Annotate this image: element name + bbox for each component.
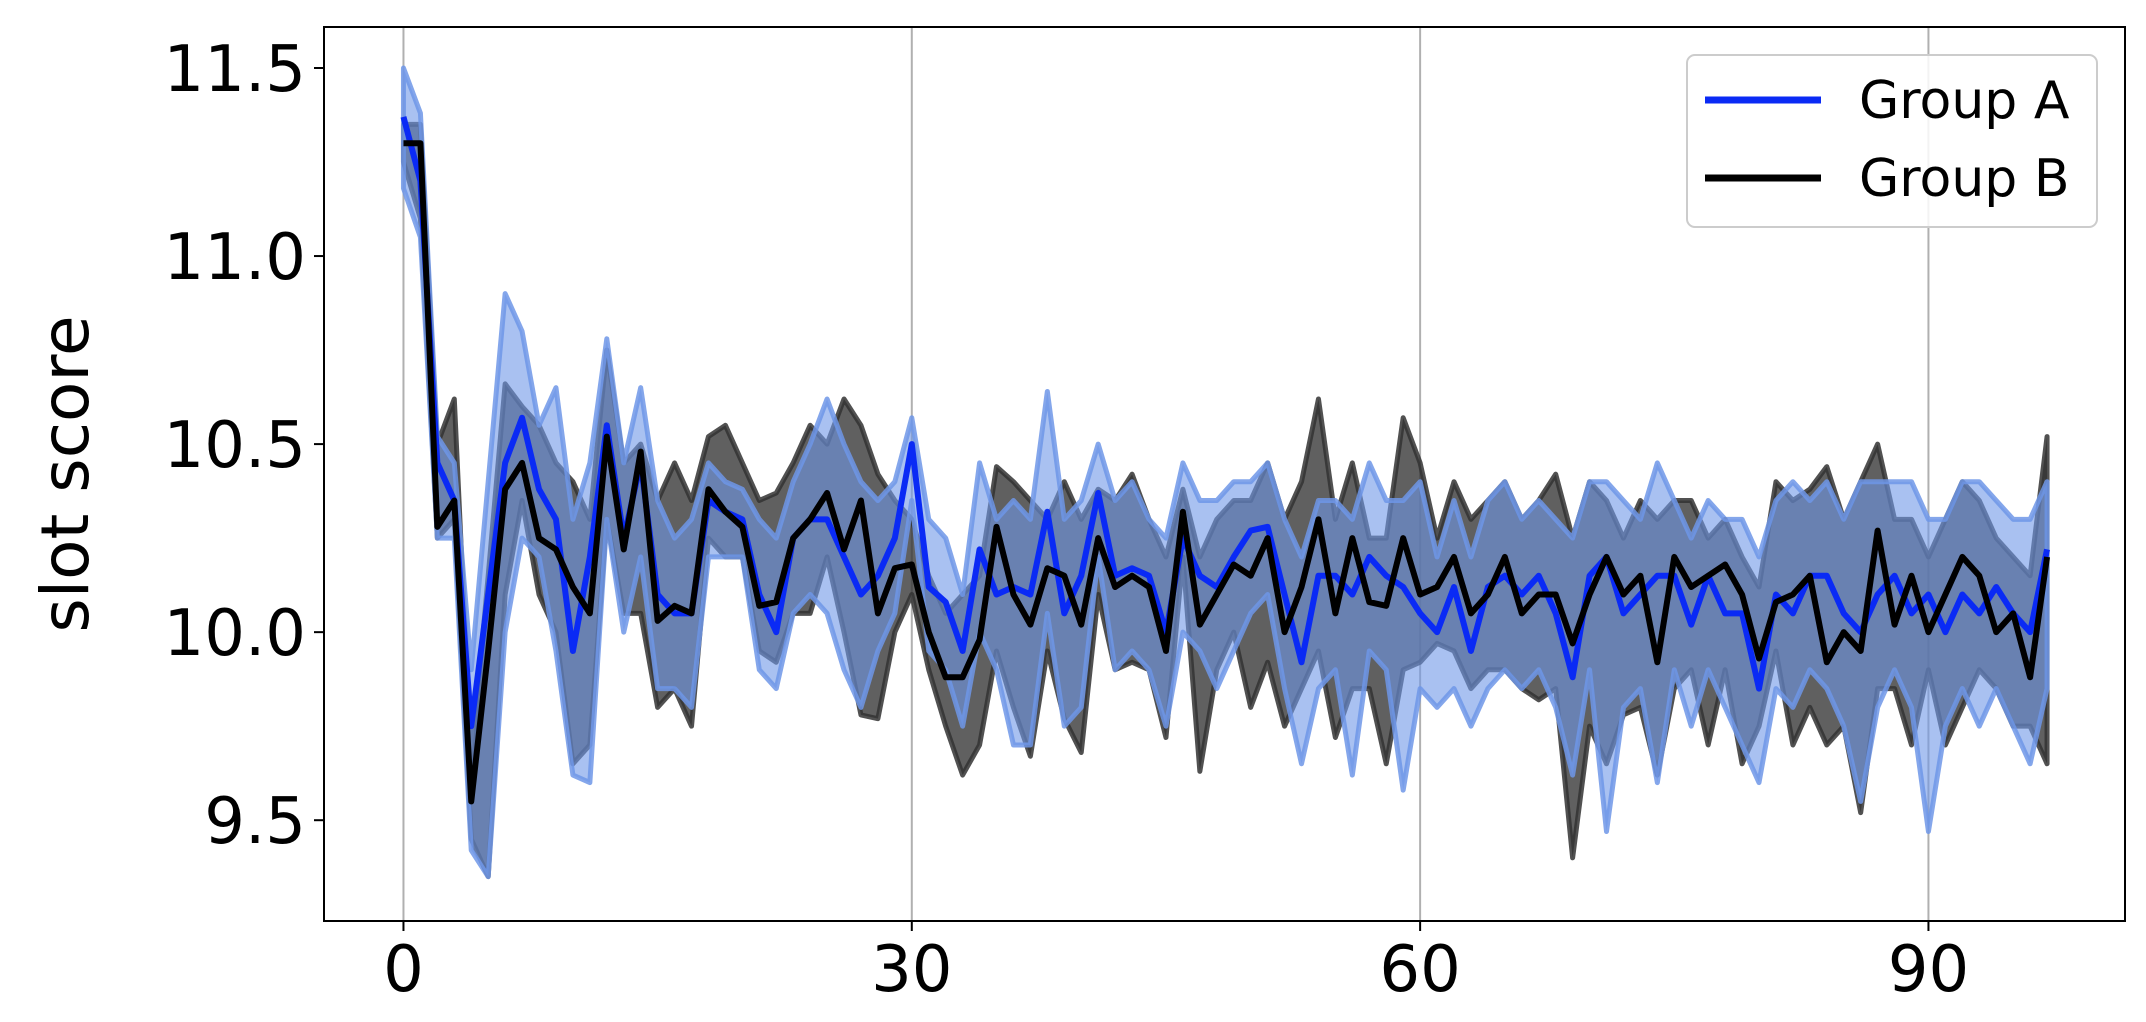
y-tick-label: 11.0 — [164, 221, 307, 295]
series-line — [403, 140, 2051, 805]
y-tick-label: 11.5 — [164, 33, 307, 107]
x-tick-label: 90 — [1888, 933, 1969, 1007]
y-tick-label: 9.5 — [204, 785, 306, 859]
x-tick-label: 0 — [383, 933, 424, 1007]
x-tick-label: 30 — [871, 933, 952, 1007]
y-tick-label: 10.5 — [164, 409, 307, 483]
legend-label: Group A — [1859, 71, 2070, 131]
legend-label: Group B — [1859, 149, 2070, 209]
x-tick-label: 60 — [1379, 933, 1460, 1007]
y-tick-label: 10.0 — [164, 597, 307, 671]
plot-frame — [323, 26, 2126, 922]
y-axis-label: slot score — [27, 315, 104, 632]
